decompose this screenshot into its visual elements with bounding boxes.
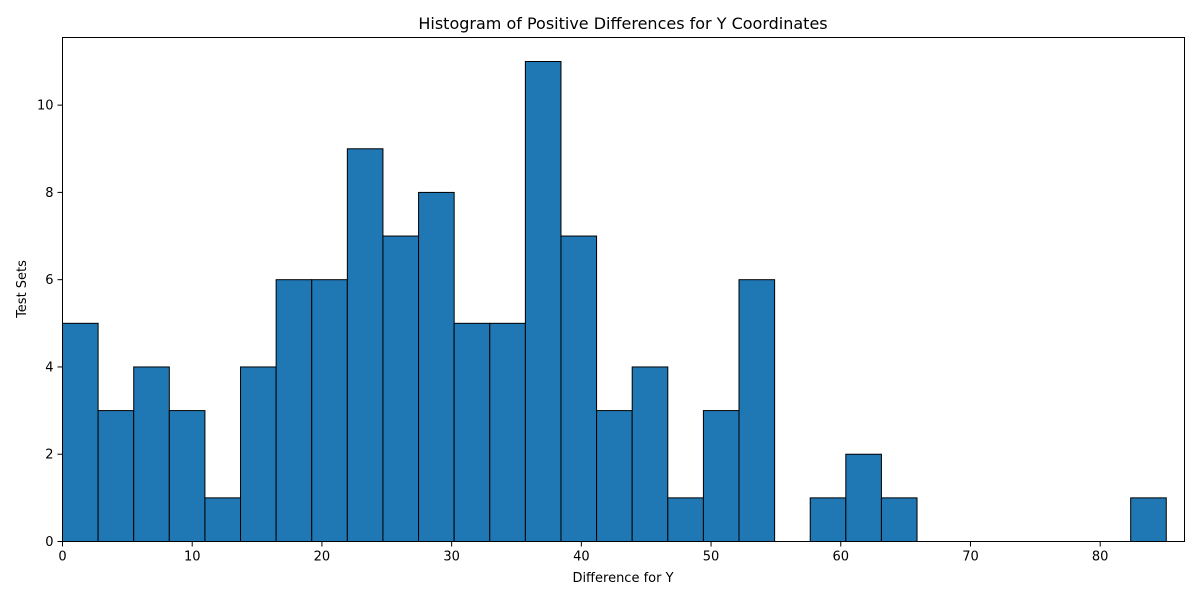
x-tick-label: 40 — [573, 550, 590, 565]
histogram-bar — [738, 279, 776, 542]
histogram-bar — [240, 366, 277, 543]
histogram-bar — [702, 410, 740, 542]
bars-group — [62, 61, 1167, 543]
x-tick-label: 60 — [832, 550, 849, 565]
x-tick-label: 0 — [58, 550, 66, 565]
histogram-bar — [631, 366, 669, 543]
histogram-bar — [311, 279, 348, 542]
x-axis-label: Difference for Y — [572, 571, 673, 586]
x-tick-label: 20 — [314, 550, 331, 565]
y-axis-ticks: 0 2 4 6 8 10 — [37, 99, 63, 550]
x-axis-ticks: 0 10 20 30 40 50 60 70 80 — [58, 541, 1109, 565]
histogram-bar — [489, 322, 526, 542]
y-tick-label: 2 — [45, 448, 53, 463]
histogram-bar — [1130, 497, 1167, 543]
plot-frame — [62, 37, 1185, 542]
x-tick-label: 70 — [962, 550, 979, 565]
y-axis-label: Test Sets — [15, 260, 30, 319]
y-tick-label: 8 — [45, 186, 53, 201]
y-tick-label: 10 — [37, 99, 54, 114]
histogram-bar — [809, 497, 847, 543]
histogram-bar — [275, 279, 313, 542]
histogram-bar — [204, 497, 242, 543]
histogram-bar — [133, 366, 170, 543]
histogram-bar — [845, 453, 882, 542]
histogram-bar — [168, 410, 206, 542]
histogram-bar — [560, 235, 598, 543]
y-tick-label: 6 — [45, 273, 53, 288]
histogram-bar — [382, 235, 420, 543]
histogram-bar — [667, 497, 704, 543]
histogram-bar — [97, 410, 135, 542]
chart-title: Histogram of Positive Differences for Y … — [418, 14, 827, 33]
y-tick-label: 4 — [45, 360, 53, 375]
x-tick-label: 30 — [443, 550, 460, 565]
histogram-bar — [524, 61, 562, 542]
x-tick-label: 10 — [184, 550, 201, 565]
x-tick-label: 80 — [1092, 550, 1109, 565]
histogram-bar — [453, 322, 491, 542]
y-tick-label: 0 — [45, 535, 53, 550]
x-tick-label: 50 — [703, 550, 720, 565]
histogram-bar — [880, 497, 918, 543]
histogram-bar — [418, 191, 455, 542]
histogram-bar — [596, 410, 633, 542]
histogram-bar — [346, 148, 384, 542]
histogram-bar — [62, 322, 99, 542]
